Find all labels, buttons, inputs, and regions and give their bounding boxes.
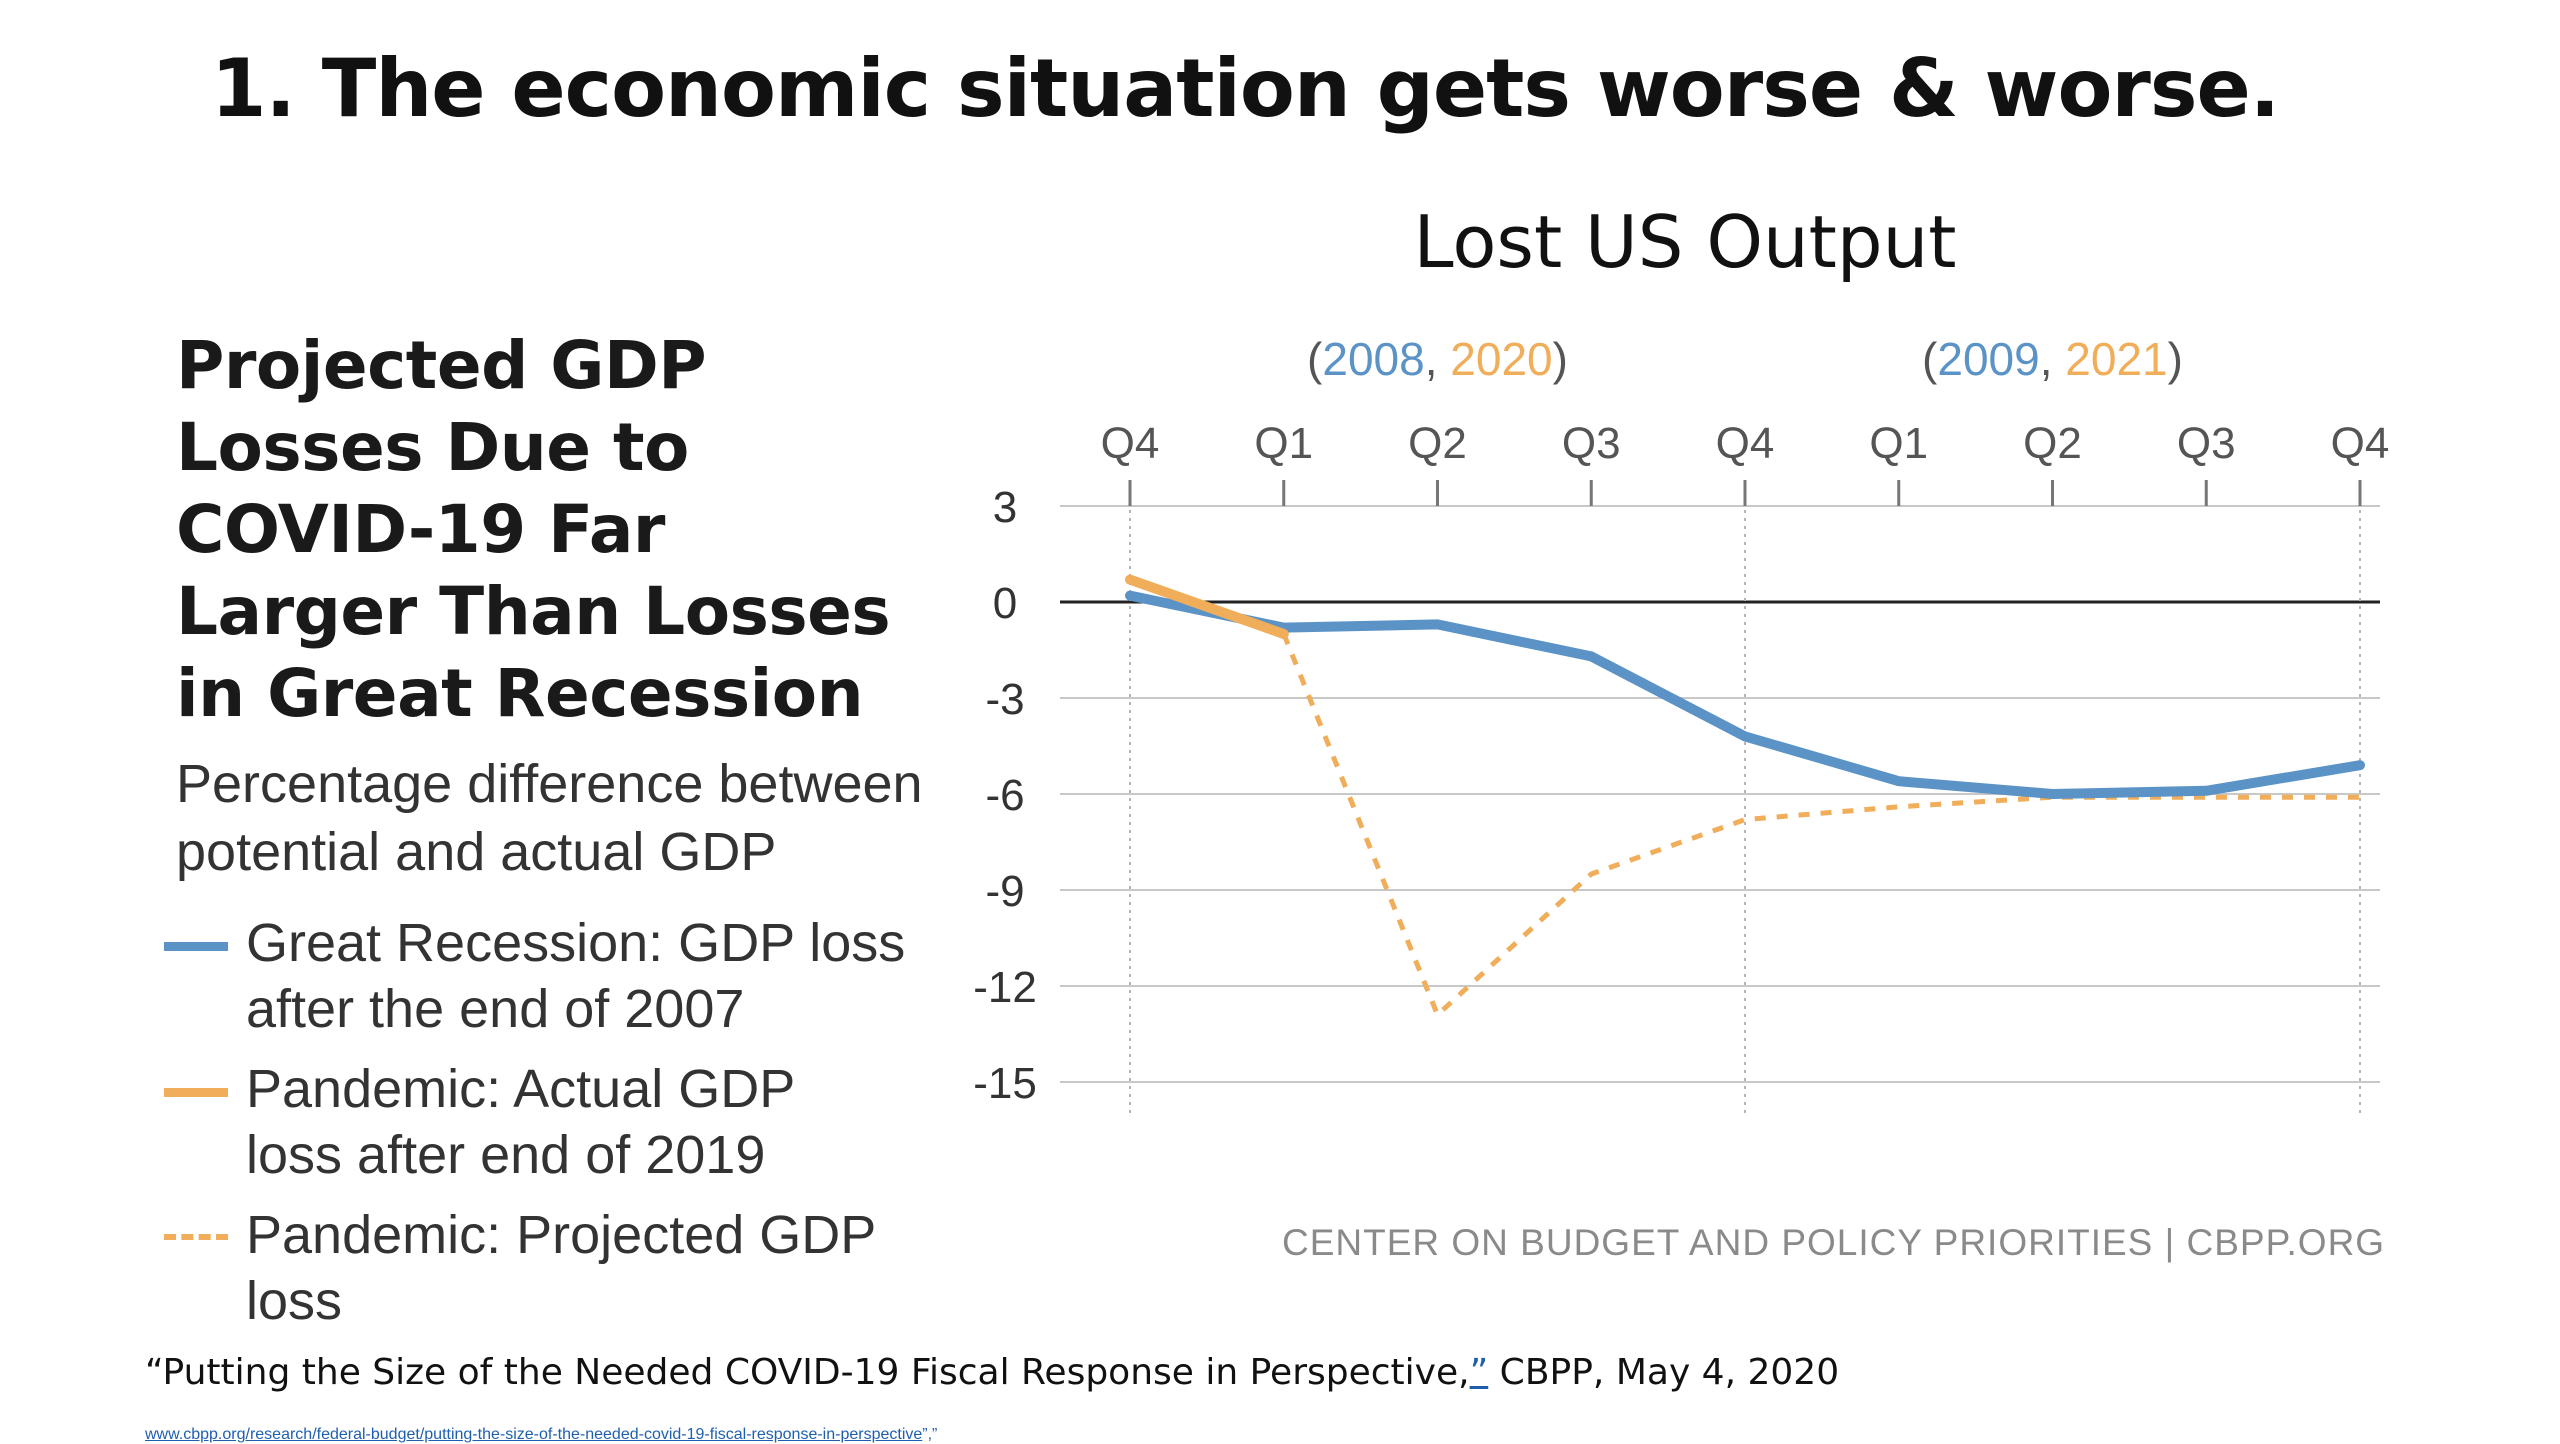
- legend-label-line: after the end of 2007: [246, 979, 745, 1039]
- y-tick-label: -9: [985, 867, 1024, 916]
- x-tick-label: Q3: [2177, 419, 2236, 468]
- x-tick-label: Q3: [1562, 419, 1621, 468]
- legend-item-pandemic-actual: Pandemic: Actual GDP loss after end of 2…: [164, 1056, 964, 1188]
- series-line-pandemic-actual: [1125, 574, 1289, 639]
- year-group-label-part: ): [2168, 333, 2183, 385]
- y-tick-label: 0: [993, 579, 1017, 628]
- x-tick-label: Q4: [1101, 419, 1160, 468]
- x-tick-label: Q2: [1408, 419, 1467, 468]
- year-group-label: (2009, 2021): [1922, 333, 2183, 385]
- legend-label-line: Pandemic: Actual GDP: [246, 1059, 796, 1119]
- citation-link-mark[interactable]: ”: [1469, 1352, 1489, 1393]
- panel-subtitle-line: Percentage difference between: [176, 754, 923, 814]
- y-tick-label: -6: [985, 771, 1024, 820]
- year-group-label-part: ,: [1425, 333, 1451, 385]
- citation-tail: CBPP, May 4, 2020: [1488, 1352, 1840, 1393]
- x-tick-label: Q4: [2331, 419, 2390, 468]
- y-tick-label: -3: [985, 675, 1024, 724]
- slide-title: 1. The economic situation gets worse & w…: [210, 42, 2280, 135]
- citation-url-line: www.cbpp.org/research/federal-budget/put…: [145, 1426, 937, 1444]
- panel-title: Projected GDP Losses Due to COVID-19 Far…: [176, 325, 976, 735]
- panel-title-line: Projected GDP: [176, 327, 707, 404]
- source-note: CENTER ON BUDGET AND POLICY PRIORITIES |…: [1282, 1222, 2386, 1263]
- legend-item-great-recession: Great Recession: GDP loss after the end …: [164, 910, 964, 1042]
- legend-item-pandemic-projected: Pandemic: Projected GDP loss: [164, 1202, 964, 1334]
- legend-swatch-dashed-orange: [164, 1234, 228, 1240]
- year-group-label-part: 2008: [1322, 333, 1424, 385]
- panel-title-line: Losses Due to: [176, 409, 689, 486]
- citation-text: “Putting the Size of the Needed COVID-19…: [145, 1352, 1470, 1393]
- year-group-label-part: (: [1307, 333, 1323, 385]
- panel-title-line: Larger Than Losses: [176, 573, 891, 650]
- legend-label-line: Great Recession: GDP loss: [246, 913, 906, 973]
- panel-subtitle: Percentage difference between potential …: [176, 750, 956, 886]
- x-tick-label: Q1: [1869, 419, 1928, 468]
- gdp-loss-line-chart: 3 0 -3 -6 -9 -12 -15 Q4 Q1 Q2 Q3 Q4 Q1 Q2 Q3 Q4 (2008, 2…: [973, 333, 2390, 1115]
- legend-swatch-solid-blue: [164, 942, 228, 951]
- year-group-label-part: 2020: [1450, 333, 1552, 385]
- legend-label-line: Pandemic: Projected GDP loss: [246, 1205, 876, 1331]
- series-line-pandemic-projected: [1281, 633, 2360, 1018]
- year-group-label-part: ,: [2040, 333, 2066, 385]
- year-group-label-part: ): [1553, 333, 1568, 385]
- legend-label-line: loss after end of 2019: [246, 1125, 766, 1185]
- legend-swatch-solid-orange: [164, 1088, 228, 1097]
- citation-url-tail: ”,”: [922, 1426, 938, 1443]
- panel-title-line: in Great Recession: [176, 655, 864, 732]
- panel-title-line: COVID-19 Far: [176, 491, 665, 568]
- citation-url-link[interactable]: www.cbpp.org/research/federal-budget/put…: [145, 1426, 923, 1443]
- year-group-label-part: (: [1922, 333, 1938, 385]
- y-tick-label: -15: [973, 1059, 1037, 1108]
- chart-legend: Great Recession: GDP loss after the end …: [164, 910, 964, 1348]
- x-tick-label: Q1: [1254, 419, 1313, 468]
- year-group-label-part: 2009: [1937, 333, 2039, 385]
- y-tick-label: 3: [993, 483, 1017, 532]
- citation: “Putting the Size of the Needed COVID-19…: [145, 1352, 1839, 1393]
- y-tick-label: -12: [973, 963, 1037, 1012]
- x-tick-label: Q4: [1716, 419, 1775, 468]
- chart-heading: Lost US Output: [1413, 200, 1957, 284]
- year-group-label-part: 2021: [2065, 333, 2167, 385]
- x-tick-label: Q2: [2023, 419, 2082, 468]
- series-line-great-recession: [1125, 590, 2365, 799]
- panel-subtitle-line: potential and actual GDP: [176, 822, 777, 882]
- year-group-label: (2008, 2020): [1307, 333, 1568, 385]
